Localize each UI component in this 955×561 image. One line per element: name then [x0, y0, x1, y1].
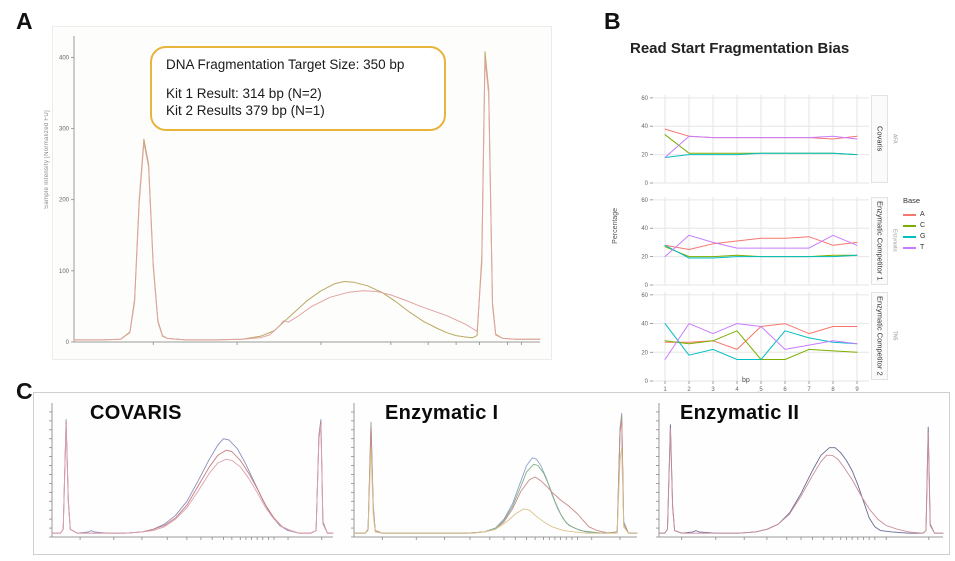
panel-c-label: C: [16, 378, 33, 404]
panel-a-label: A: [16, 8, 33, 34]
panel-c-frame: [33, 392, 950, 555]
annotation-target-size: DNA Fragmentation Target Size: 350 bp: [166, 57, 405, 72]
enzymatic-2-trace-title: Enzymatic II: [680, 402, 800, 424]
svg-text:40: 40: [641, 124, 648, 130]
legend-swatch-c: [903, 224, 916, 227]
svg-text:40: 40: [641, 226, 648, 232]
panel-a-y-axis-label: Sample Intensity [Normalized FU]: [44, 110, 50, 209]
svg-text:1: 1: [663, 387, 667, 393]
annotation-spacer: [166, 72, 430, 85]
facet-strip-enzymatic-competitor-1: Enzymatic Competitor 1: [871, 197, 888, 285]
panel-b-title: Read Start Fragmentation Bias: [630, 40, 850, 57]
facet-substrip-tn5: TN5: [891, 331, 898, 341]
svg-text:6: 6: [783, 387, 787, 393]
svg-text:0: 0: [645, 181, 649, 186]
legend-item-g: G: [903, 231, 925, 242]
base-legend: Base A C G T: [903, 196, 925, 253]
svg-text:60: 60: [641, 198, 648, 204]
facet-enzymatic-competitor-1-chart: 0 20 40 60: [641, 197, 869, 288]
panel-b-y-axis-label: Percentage: [612, 208, 619, 244]
covaris-trace-chart: [49, 403, 334, 540]
facet-strip-enzymatic-competitor-2: Enzymatic Competitor 2: [871, 292, 888, 380]
enzymatic-2-trace-chart: [656, 403, 944, 540]
panel-a-electropherogram-chart: 0 100 200 300 400: [59, 36, 541, 346]
facet-substrip-enzymatic: Enzymatic: [891, 229, 898, 253]
enzymatic-1-trace-title: Enzymatic I: [385, 402, 499, 424]
svg-text:7: 7: [807, 387, 811, 393]
facet-strip-covaris: Covaris: [871, 95, 888, 183]
svg-text:200: 200: [59, 198, 70, 204]
svg-text:60: 60: [641, 293, 648, 299]
svg-text:3: 3: [711, 387, 715, 393]
annotation-kit2-result: Kit 2 Results 379 bp (N=1): [166, 103, 325, 118]
svg-text:400: 400: [59, 55, 70, 61]
legend-item-c: C: [903, 220, 925, 231]
svg-text:60: 60: [641, 96, 648, 102]
legend-item-a: A: [903, 209, 925, 220]
legend-swatch-a: [903, 213, 916, 216]
svg-text:20: 20: [641, 350, 648, 356]
annotation-kit1-result: Kit 1 Result: 314 bp (N=2): [166, 86, 322, 101]
panel-b-x-axis-label: bp: [742, 377, 750, 384]
svg-text:0: 0: [66, 340, 70, 346]
svg-text:20: 20: [641, 255, 648, 261]
svg-text:20: 20: [641, 153, 648, 159]
svg-text:300: 300: [59, 127, 70, 133]
svg-text:0: 0: [645, 283, 649, 288]
target-size-annotation-box: DNA Fragmentation Target Size: 350 bp Ki…: [150, 46, 446, 131]
facet-covaris-chart: 0 20 40 60: [641, 95, 869, 186]
svg-text:4: 4: [735, 387, 739, 393]
legend-swatch-t: [903, 246, 916, 249]
svg-text:9: 9: [855, 387, 859, 393]
facet-enzymatic-competitor-2-chart: 1 2 3 4 5 6 7 8 9 0 20 40 60 bp: [641, 292, 869, 397]
svg-text:40: 40: [641, 322, 648, 328]
facet-substrip-afa: AFA: [891, 134, 898, 144]
panel-b-label: B: [604, 8, 621, 34]
legend-item-t: T: [903, 242, 925, 253]
legend-title: Base: [903, 196, 921, 205]
svg-text:5: 5: [759, 387, 763, 393]
legend-swatch-g: [903, 235, 916, 238]
svg-text:100: 100: [59, 269, 70, 275]
svg-text:8: 8: [831, 387, 835, 393]
enzymatic-1-trace-chart: [351, 403, 638, 540]
covaris-trace-title: COVARIS: [90, 402, 182, 424]
svg-text:0: 0: [645, 379, 649, 385]
svg-text:2: 2: [687, 387, 691, 393]
